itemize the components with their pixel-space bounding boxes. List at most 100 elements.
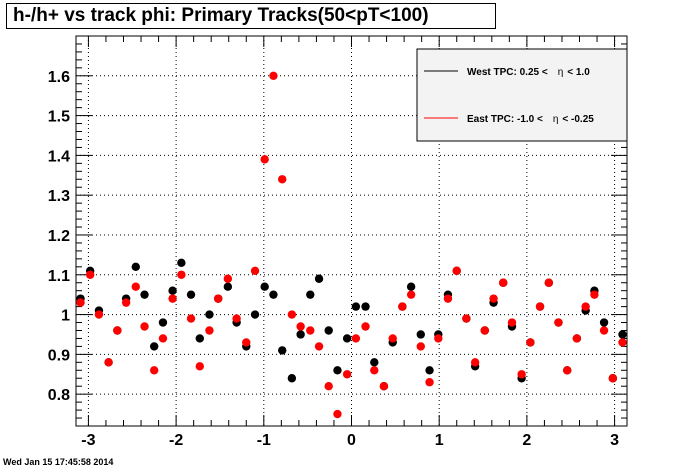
east-data-point: [287, 310, 297, 319]
east-data-point: [443, 294, 453, 303]
east-data-point: [517, 370, 526, 379]
east-data-point: [324, 382, 333, 391]
legend-label-east-eta: η: [553, 114, 559, 125]
y-tick-label: 0.9: [48, 347, 70, 364]
east-data-point: [590, 290, 599, 299]
east-data-point: [232, 314, 241, 323]
east-data-point: [306, 326, 315, 335]
west-data-point: [351, 302, 361, 311]
east-data-point: [158, 334, 168, 343]
legend-box: [416, 48, 628, 142]
east-data-point: [370, 366, 379, 375]
x-tick-label: -2: [169, 432, 183, 449]
x-tick-label: 1: [435, 432, 444, 449]
west-data-point: [223, 282, 233, 291]
east-data-point: [599, 326, 609, 335]
west-data-point: [269, 290, 278, 299]
east-data-point: [608, 374, 618, 383]
west-data-point: [306, 290, 315, 299]
east-data-point: [507, 318, 517, 327]
y-tick-label: 1.3: [48, 188, 70, 205]
east-data-point: [186, 314, 196, 323]
east-data-point: [333, 409, 342, 419]
west-data-point: [278, 346, 287, 355]
east-data-point: [260, 155, 269, 164]
chart-title: h-/h+ vs track phi: Primary Tracks(50<pT…: [6, 3, 496, 29]
east-data-point: [121, 298, 131, 307]
east-data-point: [195, 362, 204, 371]
east-data-point: [351, 334, 361, 343]
x-tick-label: 0: [347, 432, 356, 449]
west-data-point: [131, 262, 140, 272]
west-data-point: [287, 374, 297, 383]
east-data-point: [526, 338, 535, 347]
west-data-point: [186, 290, 196, 299]
svg-text:East TPC: -1.0 <η< -0.25: East TPC: -1.0 < η < -0.25: [467, 114, 594, 125]
y-tick-label: 1.1: [48, 268, 70, 285]
east-data-point: [278, 175, 287, 184]
east-data-point: [489, 294, 498, 303]
east-data-point: [342, 370, 352, 379]
x-tick-label: 3: [610, 432, 619, 449]
west-data-point: [342, 334, 352, 343]
east-data-point: [554, 318, 563, 327]
east-data-point: [214, 294, 223, 303]
west-data-point: [205, 310, 214, 319]
east-data-point: [462, 314, 471, 323]
axes: -3 -2 -1 0 1 2 3 0.8 0.9 1 1.1 1.2 1.3 1.4 1.5 1.6: [48, 35, 627, 449]
west-data-point: [149, 342, 159, 351]
east-data-point: [499, 278, 508, 287]
legend-label-west-post: < 1.0: [567, 67, 590, 78]
legend-label-east-pre: East TPC: -1.0 <: [467, 114, 543, 125]
legend-label-west-pre: West TPC: 0.25 <: [467, 67, 548, 78]
west-data-point: [370, 358, 379, 367]
east-data-point: [205, 326, 214, 335]
west-data-point: [333, 366, 342, 375]
east-data-point: [223, 274, 233, 283]
y-tick-label: 0.8: [48, 387, 70, 404]
east-data-point: [480, 326, 489, 335]
east-data-point: [269, 71, 278, 80]
y-tick-label: 1.2: [48, 228, 70, 245]
west-data-point: [324, 326, 333, 335]
east-data-point: [296, 322, 305, 331]
data-points: [76, 71, 627, 419]
east-data-point: [434, 334, 443, 343]
east-data-point: [113, 326, 122, 335]
west-data-point: [168, 286, 177, 295]
y-tick-label: 1.6: [48, 69, 70, 86]
legend-label-west-eta: η: [558, 67, 564, 78]
y-tick-label: 1.5: [48, 109, 70, 126]
east-data-point: [94, 310, 104, 319]
west-data-point: [158, 318, 168, 327]
west-data-point: [195, 334, 204, 343]
legend-label-east-post: < -0.25: [562, 114, 594, 125]
east-data-point: [425, 378, 434, 387]
east-data-point: [104, 358, 113, 367]
west-data-point: [177, 258, 186, 268]
east-data-point: [140, 322, 149, 331]
east-data-point: [406, 290, 416, 299]
west-data-point: [361, 302, 370, 311]
svg-text:West TPC: 0.25 <η< 1.0: West TPC: 0.25 < η < 1.0: [467, 67, 590, 78]
east-data-point: [361, 322, 370, 331]
east-data-point: [242, 338, 251, 347]
west-data-point: [314, 274, 324, 283]
east-data-point: [85, 270, 95, 279]
east-data-point: [535, 302, 545, 311]
east-data-point: [388, 334, 397, 343]
timestamp-footer: Wed Jan 15 17:45:58 2014: [3, 457, 114, 467]
east-data-point: [76, 298, 85, 307]
east-data-point: [314, 342, 324, 351]
east-data-point: [131, 282, 140, 291]
y-tick-label: 1: [61, 308, 70, 325]
east-data-point: [470, 358, 480, 367]
x-tick-label: -1: [257, 432, 271, 449]
east-data-point: [379, 382, 389, 391]
west-data-point: [406, 282, 416, 291]
west-data-point: [250, 310, 260, 319]
east-data-point: [544, 278, 554, 287]
west-data-point: [425, 366, 434, 375]
east-data-point: [250, 266, 260, 275]
